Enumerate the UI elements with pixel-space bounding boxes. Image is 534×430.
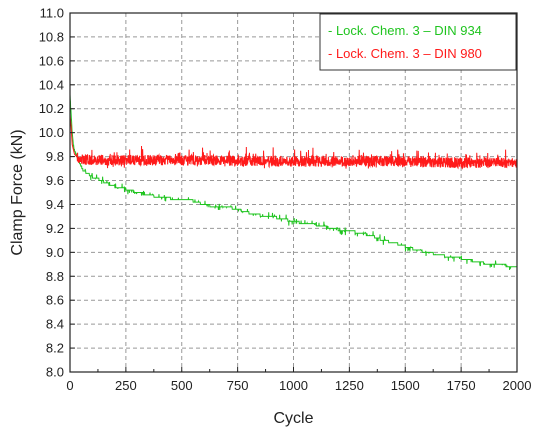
y-tick-label-7: 9.4 xyxy=(46,197,64,212)
x-tick-label-0: 0 xyxy=(66,378,73,393)
y-tick-label-14: 10.8 xyxy=(39,29,64,44)
grid-layer xyxy=(70,13,517,372)
legend-entry-din-980: - Lock. Chem. 3 – DIN 980 xyxy=(328,46,482,61)
x-tick-label-3: 750 xyxy=(227,378,249,393)
x-tick-label-5: 1250 xyxy=(335,378,364,393)
y-tick-label-2: 8.4 xyxy=(46,317,64,332)
x-tick-label-2: 500 xyxy=(171,378,193,393)
legend-entry-din-934: - Lock. Chem. 3 – DIN 934 xyxy=(328,23,482,38)
x-tick-label-7: 1750 xyxy=(447,378,476,393)
y-tick-label-5: 9.0 xyxy=(46,245,64,260)
x-tick-label-4: 1000 xyxy=(279,378,308,393)
ticks-layer: 0 250 500 750 1000 1250 1500 1750 2000 8.0 8.2 8.4 8… xyxy=(39,6,532,394)
y-tick-label-11: 10.2 xyxy=(39,101,64,116)
y-tick-label-1: 8.2 xyxy=(46,341,64,356)
y-axis-title: Clamp Force (kN) xyxy=(9,129,26,255)
y-tick-label-0: 8.0 xyxy=(46,365,64,380)
x-tick-label-1: 250 xyxy=(115,378,137,393)
y-tick-label-12: 10.4 xyxy=(39,77,64,92)
x-axis-title: Cycle xyxy=(273,410,313,427)
y-tick-label-10: 10.0 xyxy=(39,125,64,140)
y-tick-label-13: 10.6 xyxy=(39,53,64,68)
series-layer xyxy=(69,94,518,270)
y-tick-label-4: 8.8 xyxy=(46,269,64,284)
y-tick-label-15: 11.0 xyxy=(40,6,64,21)
series-line-din-980 xyxy=(69,114,518,170)
y-tick-label-3: 8.6 xyxy=(46,293,64,308)
x-tick-label-6: 1500 xyxy=(391,378,420,393)
legend: - Lock. Chem. 3 – DIN 934 - Lock. Chem. … xyxy=(319,13,517,71)
series-line-din-934 xyxy=(69,94,517,270)
x-tick-label-8: 2000 xyxy=(503,378,532,393)
y-tick-label-9: 9.8 xyxy=(46,149,64,164)
y-tick-label-6: 9.2 xyxy=(46,221,64,236)
legend-box xyxy=(319,13,517,71)
y-tick-label-8: 9.6 xyxy=(46,173,64,188)
